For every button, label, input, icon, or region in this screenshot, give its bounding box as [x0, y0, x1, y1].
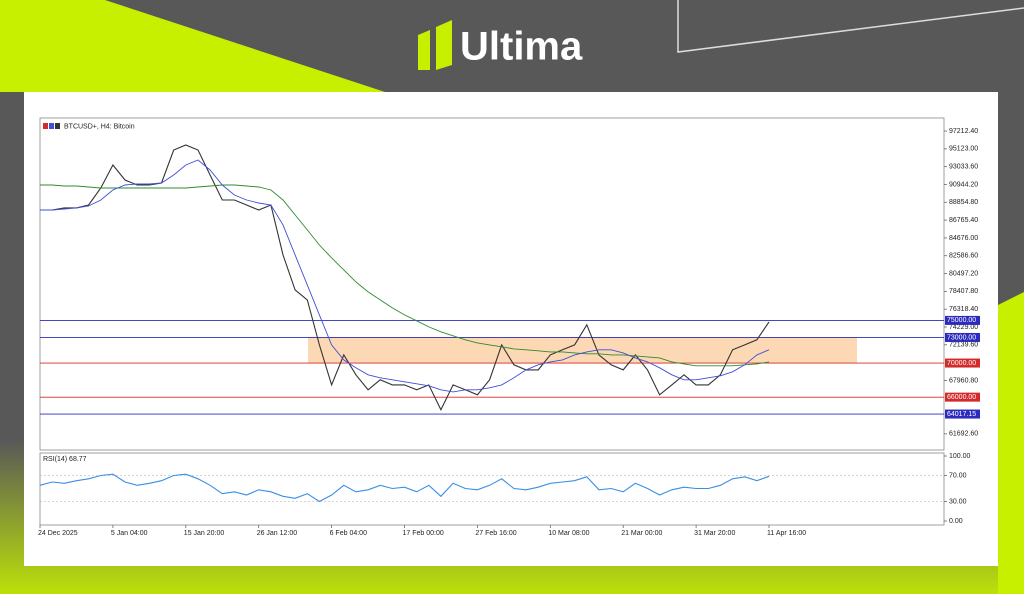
level-label: 70000.00	[947, 360, 976, 367]
y-tick-label: 70.00	[949, 472, 967, 479]
level-tag	[945, 409, 980, 419]
y-tick-label: 61692.60	[949, 431, 978, 438]
level-tag	[945, 392, 980, 402]
level-tag	[945, 315, 980, 325]
symbol-icon	[55, 123, 60, 129]
level-tag	[945, 358, 980, 368]
logo-icon	[436, 20, 452, 70]
y-tick-label: 74229.00	[949, 324, 978, 331]
y-tick-label: 30.00	[949, 498, 967, 505]
plot-frame	[39, 452, 945, 526]
symbol-icon	[49, 123, 54, 129]
level-label: 66000.00	[947, 394, 976, 401]
x-tick-label: 24 Dec 2025	[38, 530, 78, 537]
level-label: 75000.00	[947, 317, 976, 324]
y-tick-label: 84676.00	[949, 235, 978, 242]
y-tick-label: 78407.80	[949, 288, 978, 295]
chart-panel	[24, 92, 998, 566]
x-tick-label: 6 Feb 04:00	[330, 530, 367, 537]
x-tick-label: 17 Feb 00:00	[403, 530, 444, 537]
x-tick-label: 31 Mar 20:00	[694, 530, 735, 537]
level-tag	[945, 332, 980, 342]
x-tick-label: 15 Jan 20:00	[184, 530, 225, 537]
y-tick-label: 86765.40	[949, 217, 978, 224]
y-tick-label: 100.00	[949, 453, 971, 460]
x-tick-label: 10 Mar 08:00	[548, 530, 589, 537]
accent	[0, 0, 385, 92]
series-line	[40, 184, 770, 367]
chart-title: BTCUSD+, H4: Bitcoin	[64, 123, 135, 130]
series-line	[39, 473, 770, 503]
brand: Ultima	[460, 25, 583, 69]
y-tick-label: 93033.60	[949, 163, 978, 170]
y-tick-label: 90944.20	[949, 181, 978, 188]
logo: Ultima	[418, 20, 583, 70]
series-line	[40, 159, 770, 393]
x-tick-label: 11 Apr 16:00	[767, 530, 806, 537]
y-tick-label: 0.00	[949, 518, 963, 525]
y-tick-label: 80497.20	[949, 270, 978, 277]
logo-icon	[418, 30, 430, 70]
x-tick-label: 5 Jan 04:00	[111, 530, 148, 537]
chart-header: BTCUSD+, H4: Bitcoin RSI(14) 68.77	[43, 123, 135, 463]
y-tick-label: 76318.40	[949, 306, 978, 313]
y-tick-label: 72139.60	[949, 342, 978, 349]
y-tick-label: 88854.80	[949, 199, 978, 206]
level-label: 64017.15	[947, 411, 976, 418]
x-tick-label: 26 Jan 12:00	[257, 530, 298, 537]
plot-frame	[39, 117, 945, 451]
x-tick-label: 27 Feb 16:00	[475, 530, 516, 537]
symbol-icon	[43, 123, 48, 129]
zone	[308, 337, 857, 364]
level-label: 73000.00	[947, 334, 976, 341]
y-tick-label: 67960.80	[949, 377, 978, 384]
x-tick-label: 21 Mar 00:00	[621, 530, 662, 537]
indicator-title: RSI(14) 68.77	[43, 456, 87, 463]
outline	[677, 0, 1024, 53]
y-tick-label: 82586.60	[949, 253, 978, 260]
y-tick-label: 95123.00	[949, 146, 978, 153]
y-tick-label: 97212.40	[949, 128, 978, 135]
